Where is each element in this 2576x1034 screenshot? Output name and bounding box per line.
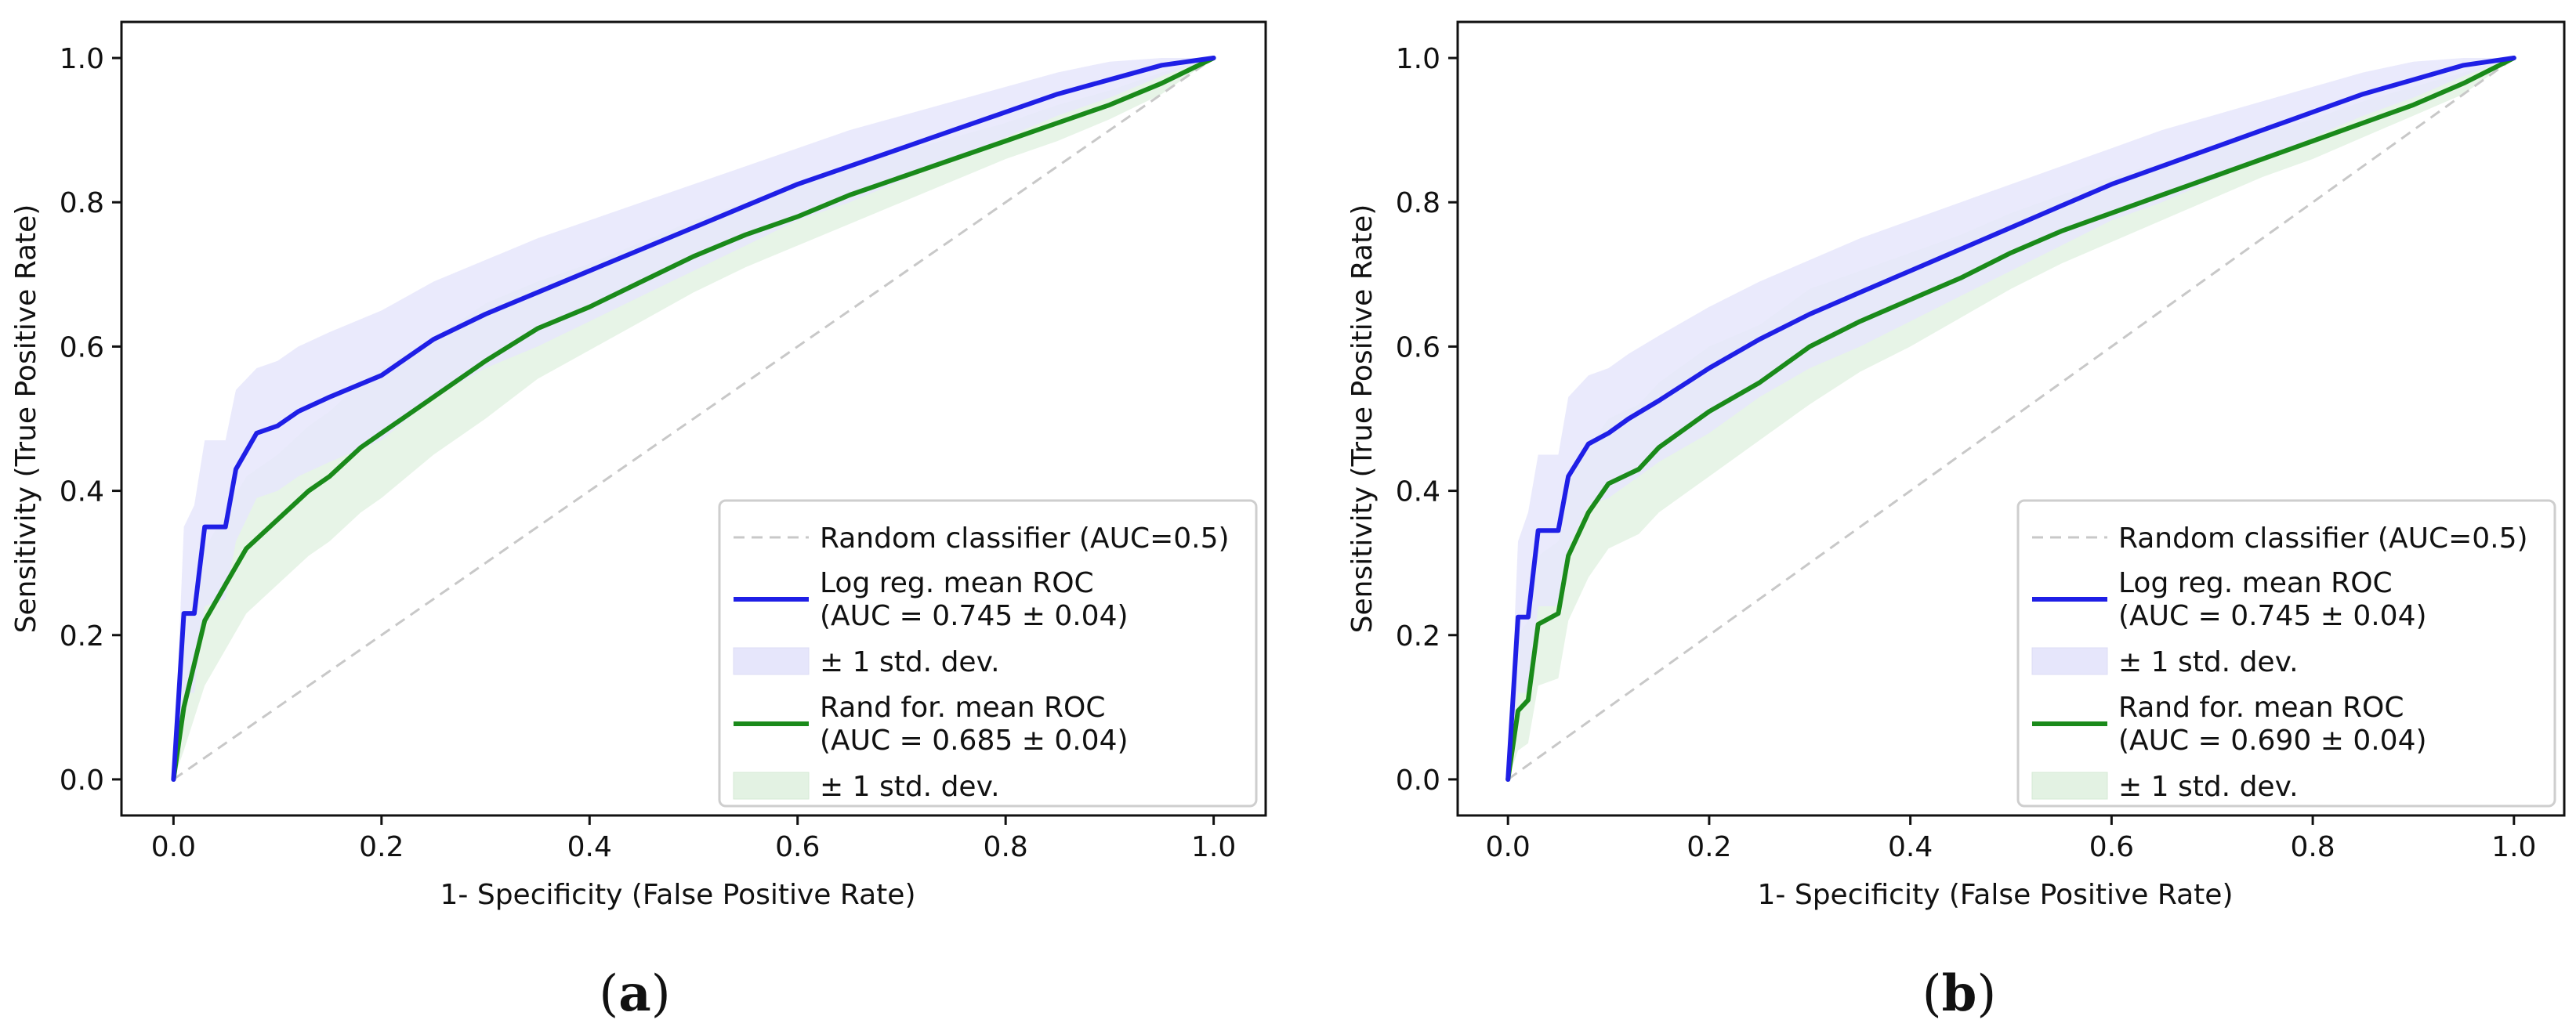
y-tick-label: 0.8	[60, 187, 104, 219]
x-tick-label: 0.0	[151, 831, 196, 863]
panel-label-b: (b)	[1922, 964, 1997, 1023]
legend-log-reg-auc: (AUC = 0.745 ± 0.04)	[2118, 600, 2427, 632]
plot-frame	[120, 20, 1267, 817]
x-tick-label: 1.0	[2491, 831, 2536, 863]
legend-rand-for-std-label: ± 1 std. dev.	[2118, 771, 2299, 803]
y-tick-label: 0.6	[60, 331, 104, 363]
y-axis-label: Sensitivity (True Positive Rate)	[1346, 204, 1379, 634]
y-tick-label: 1.0	[1396, 43, 1440, 75]
y-tick-label: 0.6	[1396, 331, 1440, 363]
panel-label-a: (a)	[599, 964, 670, 1023]
legend-random-label: Random classifier (AUC=0.5)	[820, 522, 1230, 555]
x-axis-label: 1- Specificity (False Positive Rate)	[440, 879, 916, 911]
legend-rand-for-auc: (AUC = 0.685 ± 0.04)	[820, 725, 1129, 757]
x-tick-label: 0.0	[1486, 831, 1531, 863]
x-tick-label: 0.2	[359, 831, 404, 863]
legend-log-reg-std-label: ± 1 std. dev.	[820, 646, 1000, 678]
log-reg-mean-roc-line	[1505, 56, 2516, 782]
legend-box	[2016, 499, 2556, 808]
legend-log-reg-std-swatch	[2031, 647, 2108, 675]
legend-rand-for-std-swatch	[733, 772, 810, 800]
roc-panel-a: 0.0 0.2 0.4 0.6 0.8 1.0 0.0 0.2 0.4 0.6 0.8 1.0 1- S…	[10, 20, 1267, 911]
log-reg-mean-roc-line	[171, 56, 1216, 782]
plot-frame	[1456, 20, 2566, 817]
x-tick-label: 0.8	[2290, 831, 2335, 863]
x-tick-label: 0.2	[1687, 831, 1731, 863]
x-tick-label: 0.6	[775, 831, 820, 863]
roc-panel-b: 0.0 0.2 0.4 0.6 0.8 1.0 0.0 0.2 0.4 0.6 0.8 1.0 1- S…	[1346, 20, 2566, 911]
legend-log-reg-auc: (AUC = 0.745 ± 0.04)	[820, 600, 1129, 632]
legend: Random classifier (AUC=0.5) Log reg. mean…	[718, 499, 1258, 808]
legend-rand-for-std-swatch	[2031, 772, 2108, 800]
y-tick-label: 0.2	[60, 620, 104, 653]
rand-for-mean-roc-line	[171, 56, 1216, 782]
x-axis-label: 1- Specificity (False Positive Rate)	[1758, 879, 2234, 911]
log-reg-std-band	[1508, 58, 2514, 779]
legend-rand-for-label: Rand for. mean ROC	[2118, 692, 2404, 724]
legend-box	[718, 499, 1258, 808]
legend-rand-for-auc: (AUC = 0.690 ± 0.04)	[2118, 725, 2427, 757]
legend-rand-for-label: Rand for. mean ROC	[820, 692, 1106, 724]
legend-random-label: Random classifier (AUC=0.5)	[2118, 522, 2528, 555]
legend-log-reg-label: Log reg. mean ROC	[820, 567, 1094, 599]
y-tick-label: 0.4	[1396, 476, 1440, 508]
y-tick-label: 0.8	[1396, 187, 1440, 219]
y-tick-label: 0.0	[1396, 765, 1440, 797]
legend-log-reg-std-label: ± 1 std. dev.	[2118, 646, 2299, 678]
legend-rand-for-std-label: ± 1 std. dev.	[820, 771, 1000, 803]
x-tick-label: 0.8	[984, 831, 1028, 863]
x-tick-label: 0.6	[2089, 831, 2134, 863]
y-tick-label: 1.0	[60, 43, 104, 75]
y-tick-label: 0.0	[60, 765, 104, 797]
random-classifier-line	[1507, 56, 2515, 781]
legend-log-reg-std-swatch	[733, 647, 810, 675]
rand-for-mean-roc-line	[1505, 56, 2516, 782]
legend-log-reg-label: Log reg. mean ROC	[2118, 567, 2393, 599]
y-axis-label: Sensitivity (True Positive Rate)	[10, 204, 42, 634]
x-tick-label: 0.4	[567, 831, 612, 863]
random-classifier-line	[172, 56, 1215, 781]
log-reg-std-band	[173, 58, 1214, 779]
x-tick-label: 0.4	[1888, 831, 1933, 863]
x-tick-label: 1.0	[1191, 831, 1236, 863]
y-tick-label: 0.4	[60, 476, 104, 508]
legend: Random classifier (AUC=0.5) Log reg. mean…	[2016, 499, 2556, 808]
y-tick-label: 0.2	[1396, 620, 1440, 653]
